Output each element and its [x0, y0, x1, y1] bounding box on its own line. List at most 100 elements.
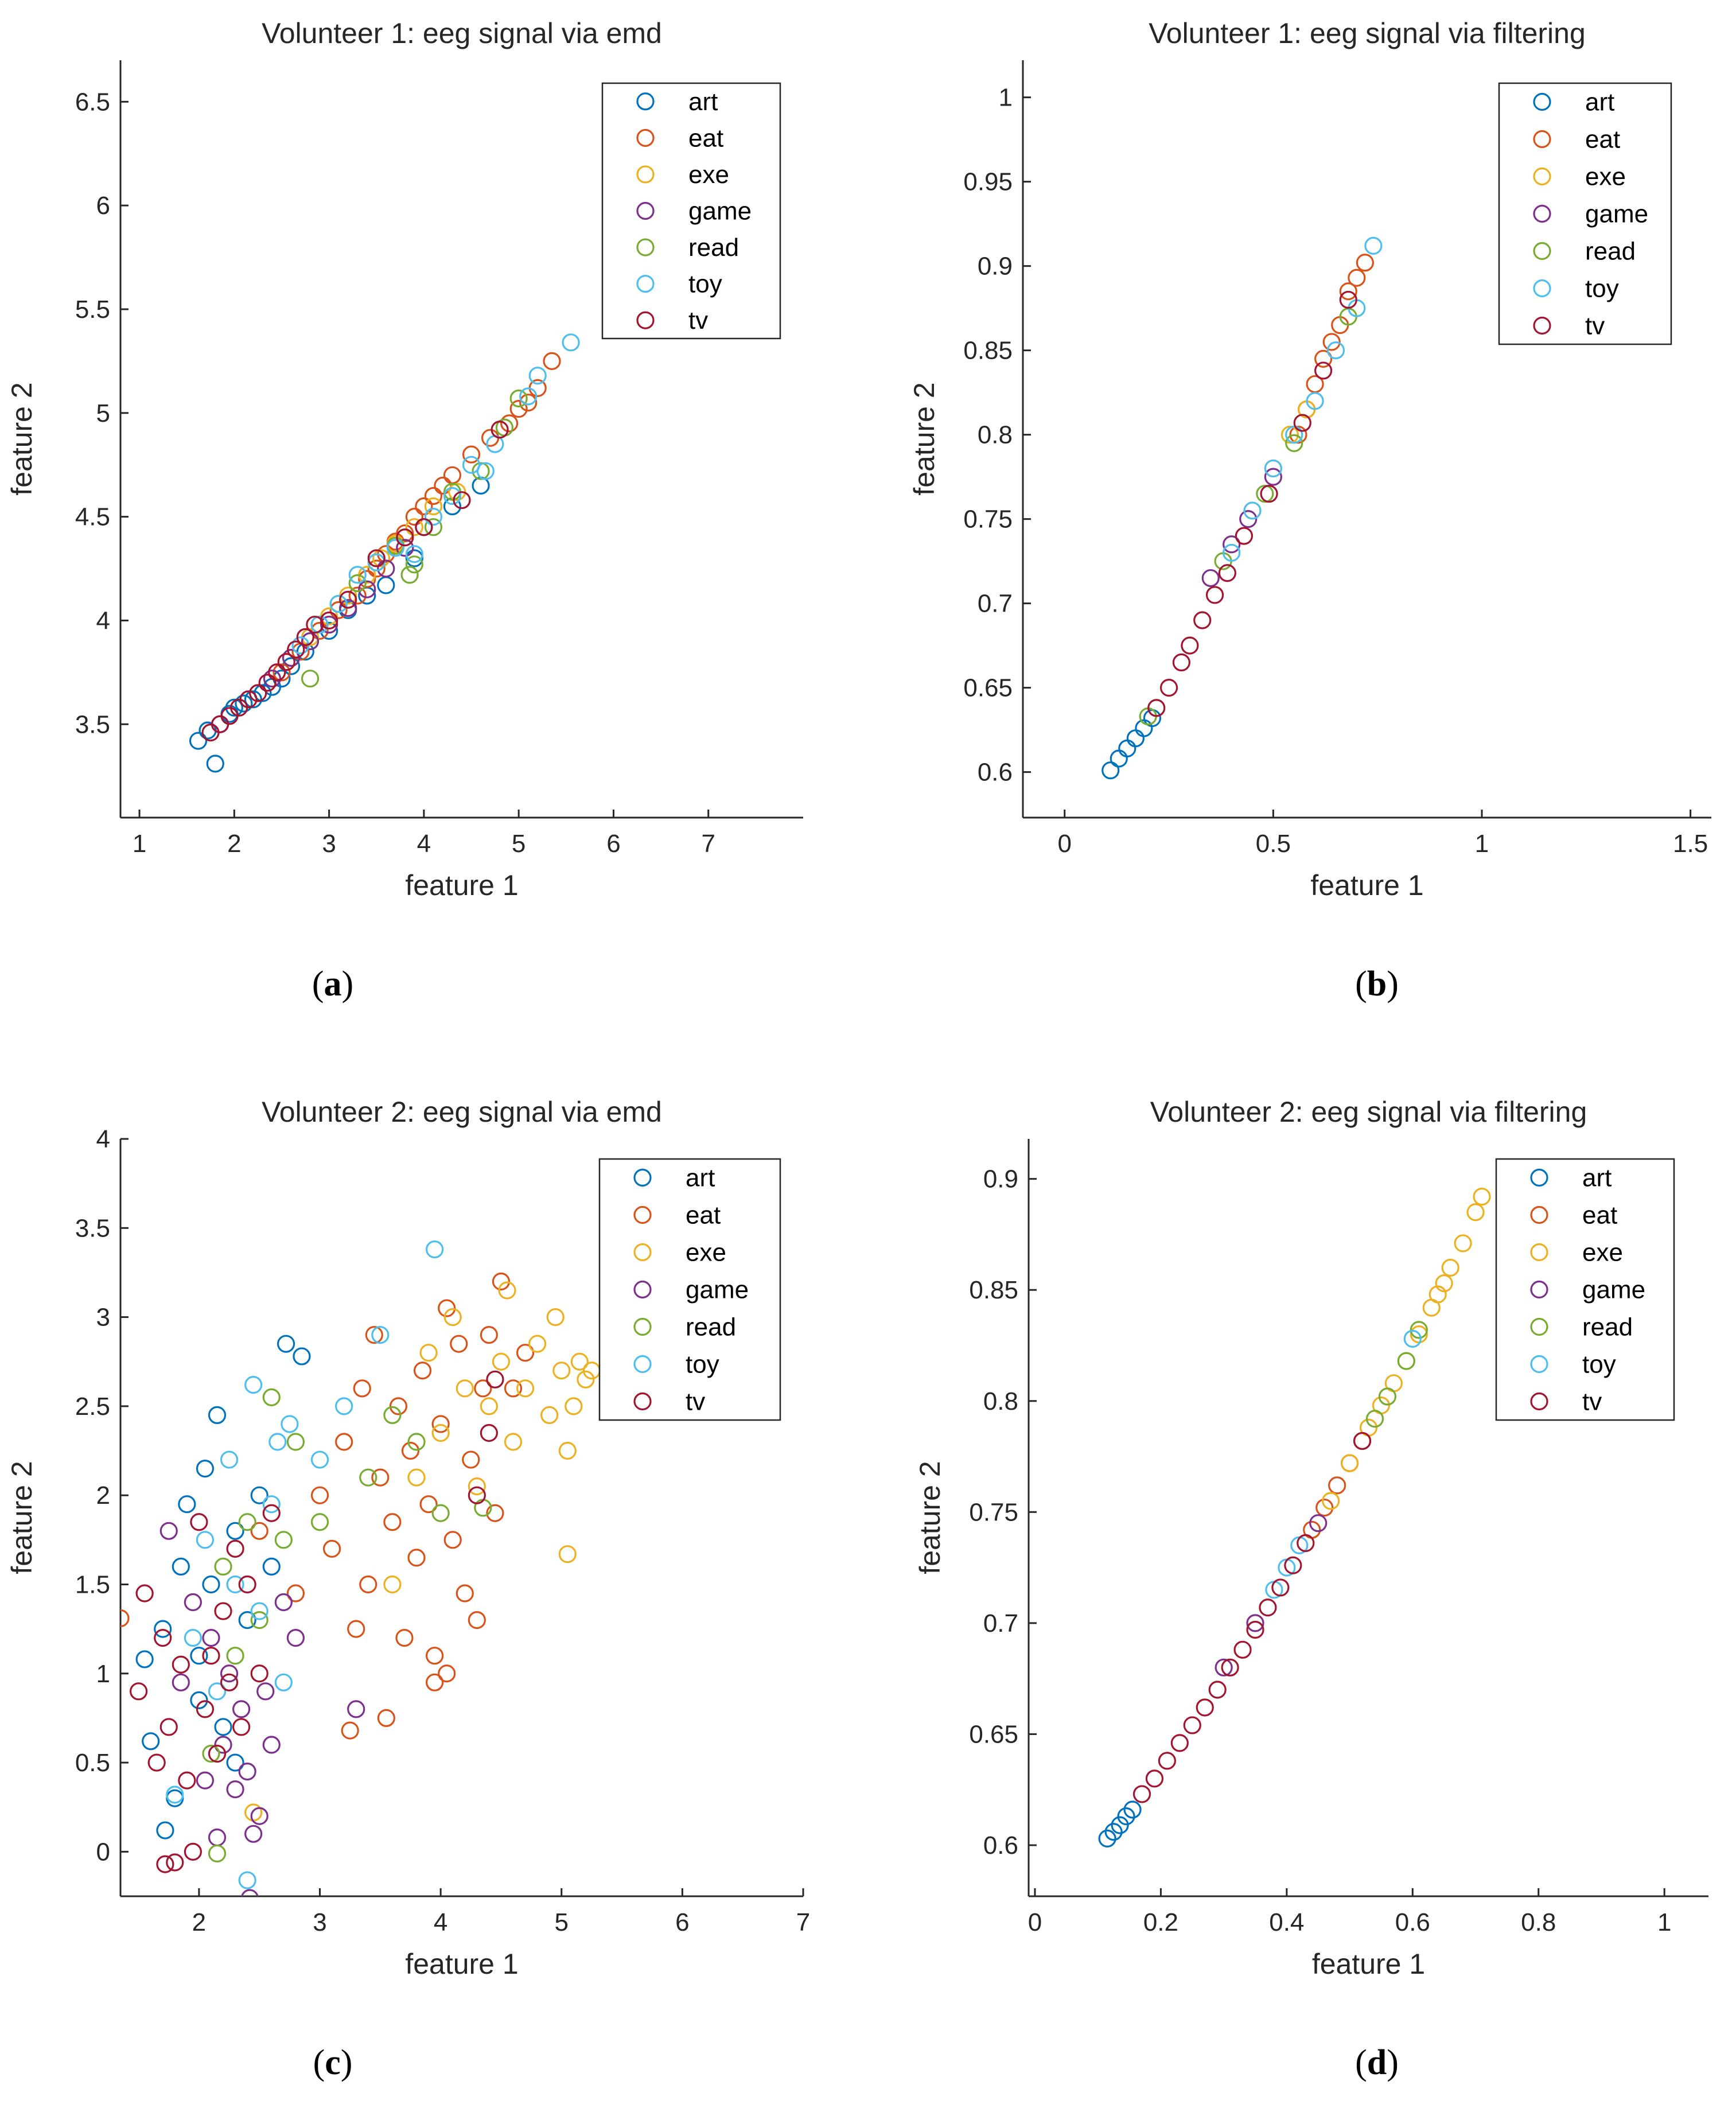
point-art	[208, 1406, 227, 1425]
point-eat	[341, 1721, 359, 1740]
point-eat	[1356, 254, 1374, 272]
point-exe	[516, 1379, 535, 1398]
panel-c-caption: (c)	[313, 2043, 353, 2082]
point-game	[238, 1762, 256, 1781]
panel-a-caption-letter: a	[324, 964, 342, 1004]
legend-marker-tv	[633, 1392, 652, 1411]
chart-title: Volunteer 2: eeg signal via emd	[262, 1096, 662, 1128]
point-game	[184, 1593, 202, 1612]
point-toy	[220, 1450, 239, 1469]
point-tv	[468, 1486, 486, 1504]
legend-marker-tv	[1533, 316, 1551, 335]
point-read	[250, 1611, 268, 1629]
legend-marker-exe	[1530, 1243, 1548, 1262]
y-tick-label: 3.5	[75, 1214, 110, 1242]
point-eat	[516, 1344, 535, 1362]
point-tv	[1259, 1598, 1277, 1617]
point-eat	[480, 1326, 498, 1344]
point-toy	[1264, 459, 1282, 478]
point-game	[172, 1673, 190, 1691]
point-eat	[273, 663, 291, 682]
legend-box	[1495, 1158, 1675, 1421]
point-tv	[486, 1370, 504, 1388]
y-tick-label: 0.6	[978, 759, 1013, 787]
point-toy	[310, 616, 329, 634]
point-read	[208, 1844, 227, 1863]
point-toy	[1326, 341, 1345, 360]
point-eat	[1315, 1498, 1334, 1517]
x-tick-label: 5	[512, 830, 526, 858]
x-tick-label: 6	[606, 830, 620, 858]
point-game	[301, 632, 320, 651]
legend-marker-read	[636, 238, 655, 256]
point-exe	[480, 1397, 498, 1415]
x-tick-label: 2	[227, 830, 241, 858]
point-eat	[358, 570, 376, 588]
point-toy	[166, 1786, 184, 1804]
x-tick-label: 1	[1657, 1908, 1671, 1936]
point-game	[214, 1736, 232, 1754]
point-art	[235, 694, 253, 713]
panel-a-caption: (a)	[312, 964, 354, 1004]
point-game	[1215, 1658, 1233, 1677]
panel-c-chart: 2 3 4 5 6 7 0 0.5 1 1.5 2 2.5 3 3.5 4 Volunteer 2: eeg …	[6, 1096, 810, 1980]
point-eat	[1289, 426, 1307, 444]
point-tv	[129, 1682, 148, 1701]
scatter-points	[189, 333, 580, 773]
point-tv	[166, 1853, 184, 1872]
legend-marker-eat	[1530, 1205, 1548, 1224]
point-art	[405, 549, 423, 567]
y-axis-label: feature 2	[6, 1461, 38, 1574]
point-tv	[396, 528, 414, 547]
legend-box	[601, 82, 781, 340]
point-tv	[238, 1575, 256, 1594]
y-tick-label: 4.5	[75, 503, 110, 531]
point-toy	[405, 545, 423, 563]
point-game	[232, 1700, 251, 1718]
point-art	[190, 1691, 208, 1709]
y-tick-label: 0.65	[969, 1720, 1018, 1748]
point-art	[277, 1335, 295, 1353]
point-tv	[178, 1771, 196, 1790]
legend-marker-exe	[636, 165, 655, 184]
point-art	[206, 754, 224, 773]
point-toy	[238, 1871, 256, 1889]
y-axis-label: feature 2	[6, 382, 38, 495]
legend-label-toy: toy	[688, 270, 722, 298]
legend-label-tv: tv	[1585, 312, 1605, 340]
point-tv	[1183, 1716, 1201, 1734]
point-game	[1264, 468, 1282, 486]
point-toy	[443, 487, 462, 505]
point-eat	[347, 1620, 365, 1638]
point-eat	[1322, 333, 1341, 351]
point-exe	[1441, 1258, 1459, 1277]
point-eat	[407, 1549, 426, 1567]
point-eat	[383, 1513, 402, 1531]
y-tick-label: 2	[96, 1481, 110, 1510]
point-toy	[226, 1575, 244, 1594]
x-tick-label: 0.4	[1269, 1908, 1304, 1936]
point-eat	[401, 1441, 420, 1460]
x-tick-label: 1.5	[1673, 830, 1708, 858]
point-game	[396, 539, 414, 557]
x-tick-label: 0.6	[1395, 1908, 1430, 1936]
point-art	[1126, 729, 1145, 748]
point-art	[226, 1753, 244, 1772]
point-tv	[1353, 1432, 1372, 1450]
legend-label-tv: tv	[686, 1388, 705, 1416]
point-read	[407, 1433, 426, 1451]
chart-title: Volunteer 2: eeg signal via filtering	[1150, 1096, 1587, 1128]
point-toy	[426, 1240, 444, 1259]
legend-label-art: art	[688, 88, 718, 116]
y-tick-label: 3.5	[75, 710, 110, 738]
point-eat	[443, 466, 462, 484]
point-tv	[211, 715, 229, 733]
point-toy	[262, 1495, 281, 1514]
point-art	[377, 576, 395, 594]
x-tick-label: 0.2	[1143, 1908, 1178, 1936]
point-exe	[492, 1352, 511, 1371]
point-eat	[367, 559, 386, 578]
chart-title: Volunteer 1: eeg signal via emd	[262, 17, 662, 49]
legend-marker-eat	[636, 129, 655, 147]
point-read	[1410, 1321, 1428, 1339]
